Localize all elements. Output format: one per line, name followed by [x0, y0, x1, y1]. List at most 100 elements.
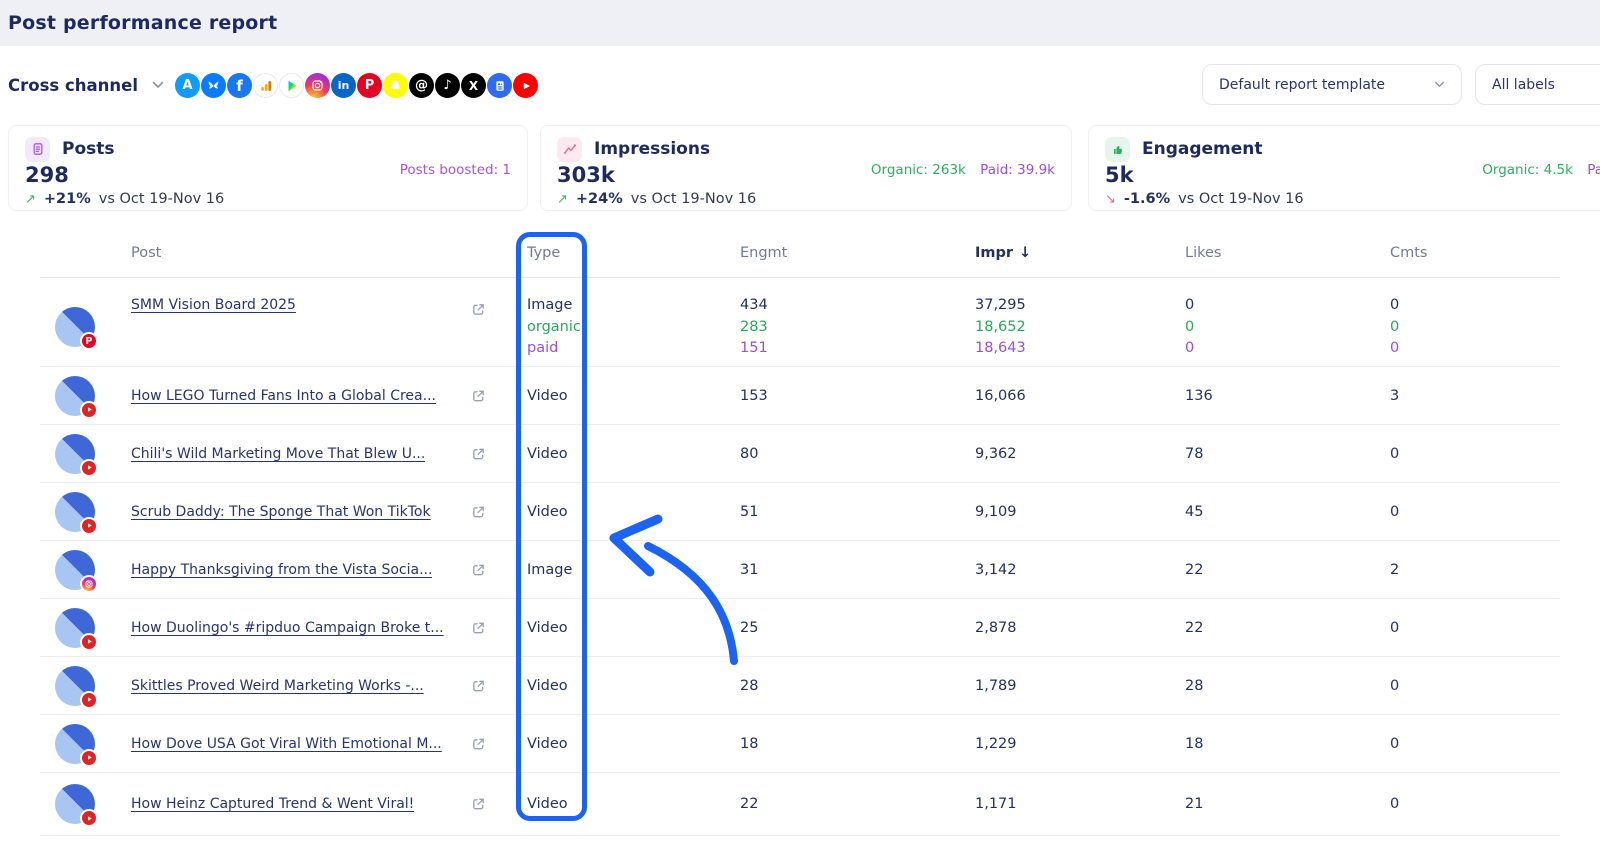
engagement-thumbs-up-icon [1105, 136, 1130, 162]
pinterest-icon[interactable]: P [357, 73, 382, 98]
column-header-likes[interactable]: Likes [1185, 244, 1222, 261]
column-header-cmts[interactable]: Cmts [1390, 244, 1428, 261]
labels-dropdown[interactable]: All labels [1475, 64, 1600, 105]
instagram-icon[interactable] [305, 73, 330, 98]
tiktok-icon[interactable]: ♪ [435, 73, 460, 98]
cross-channel-selector[interactable]: Cross channel [8, 62, 164, 108]
report-template-dropdown[interactable]: Default report template [1202, 64, 1462, 105]
impr-value: 1,171 [975, 796, 1017, 812]
impressions-stat-card: Impressions 303k Organic: 263k Paid: 39.… [540, 125, 1072, 211]
likes-value: 18 [1185, 735, 1204, 752]
avatar [55, 549, 98, 593]
impressions-paid-label: Paid: 39.9k [980, 162, 1055, 178]
posts-value: 298 [25, 163, 69, 187]
avatar [55, 784, 98, 827]
top-bar: Post performance report [0, 0, 1600, 46]
app-store-icon[interactable]: A [175, 73, 200, 98]
blog-icon[interactable] [487, 73, 512, 98]
avatar: P [55, 307, 98, 350]
post-link[interactable]: How Heinz Captured Trend & Went Viral! [131, 796, 415, 812]
trend-up-icon: ↗ [557, 191, 568, 207]
snapchat-icon[interactable] [383, 73, 408, 98]
posts-period: vs Oct 19-Nov 16 [98, 191, 225, 207]
post-type-paid: paid [527, 340, 559, 356]
bluesky-icon[interactable] [201, 73, 226, 98]
engagement-card-title: Engagement [1142, 139, 1263, 159]
threads-icon[interactable]: @ [409, 73, 434, 98]
facebook-icon[interactable]: f [227, 73, 252, 98]
chevron-down-icon [152, 81, 164, 88]
post-link[interactable]: Happy Thanksgiving from the Vista Socia.… [131, 561, 433, 578]
table-row: How Dove USA Got Viral With Emotional M.… [40, 715, 1560, 773]
youtube-badge-icon [80, 632, 98, 651]
posts-document-icon [25, 136, 50, 162]
report-template-value: Default report template [1219, 76, 1386, 93]
cmts-value: 0 [1390, 503, 1400, 520]
external-link-icon[interactable] [471, 388, 486, 403]
cmts-value: 3 [1390, 387, 1400, 404]
table-row: Chili's Wild Marketing Move That Blew U.… [40, 425, 1560, 483]
external-link-icon[interactable] [471, 797, 486, 812]
external-link-icon[interactable] [471, 446, 486, 461]
linkedin-icon[interactable]: in [331, 73, 356, 98]
table-row: Happy Thanksgiving from the Vista Socia.… [40, 541, 1560, 599]
column-header-impr[interactable]: Impr ↓ [975, 244, 1032, 261]
youtube-icon[interactable] [513, 73, 538, 98]
external-link-icon[interactable] [471, 620, 486, 635]
post-link[interactable]: Scrub Daddy: The Sponge That Won TikTok [131, 503, 431, 520]
likes-value: 22 [1185, 561, 1204, 578]
post-link[interactable]: Chili's Wild Marketing Move That Blew U.… [131, 445, 426, 462]
cmts-value: 2 [1390, 561, 1400, 578]
toolbar: Cross channel A f in P @ ♪ X Default rep… [0, 62, 1600, 108]
external-link-icon[interactable] [471, 504, 486, 519]
engmt-value: 25 [740, 619, 759, 636]
engagement-stat-card: Engagement 5k Organic: 4.5k Pa ↘ -1.6% v… [1088, 125, 1600, 211]
likes-value: 45 [1185, 503, 1204, 520]
external-link-icon[interactable] [471, 302, 486, 317]
table-row: How LEGO Turned Fans Into a Global Crea.… [40, 367, 1560, 425]
youtube-badge-icon [80, 400, 98, 419]
post-link[interactable]: SMM Vision Board 2025 [131, 297, 296, 313]
posts-boosted-label: Posts boosted: 1 [399, 162, 511, 178]
column-header-type[interactable]: Type [527, 244, 561, 261]
impressions-organic-label: Organic: 263k [870, 162, 966, 178]
table-row: How Duolingo's #ripduo Campaign Broke t.… [40, 599, 1560, 657]
youtube-badge-icon [80, 458, 98, 477]
engmt-value: 80 [740, 445, 759, 462]
impressions-value: 303k [557, 163, 615, 187]
post-link[interactable]: How Duolingo's #ripduo Campaign Broke t.… [131, 619, 444, 636]
impr-value: 9,109 [975, 503, 1017, 520]
likes-value: 21 [1185, 796, 1204, 812]
cmts-value: 0 [1390, 677, 1400, 694]
cmts-value: 0 [1390, 297, 1400, 313]
posts-card-title: Posts [62, 139, 115, 159]
channel-icons: A f in P @ ♪ X [175, 73, 538, 98]
avatar [55, 491, 98, 535]
cmts-value: 0 [1390, 619, 1400, 636]
column-header-engmt[interactable]: Engmt [740, 244, 788, 261]
engmt-value: 434 [740, 297, 768, 313]
sort-desc-icon: ↓ [1019, 244, 1032, 261]
x-icon[interactable]: X [461, 73, 486, 98]
post-type: Video [527, 503, 568, 520]
engagement-period: vs Oct 19-Nov 16 [1178, 191, 1304, 207]
post-link[interactable]: How Dove USA Got Viral With Emotional M.… [131, 735, 442, 752]
impr-value: 1,229 [975, 735, 1017, 752]
post-link[interactable]: Skittles Proved Weird Marketing Works -.… [131, 677, 424, 694]
external-link-icon[interactable] [471, 562, 486, 577]
google-play-icon[interactable] [279, 73, 304, 98]
impr-value: 1,789 [975, 677, 1017, 694]
external-link-icon[interactable] [471, 736, 486, 751]
engmt-value: 31 [740, 561, 759, 578]
cmts-value: 0 [1390, 735, 1400, 752]
impressions-breakdown: Organic: 263k Paid: 39.9k [871, 162, 1055, 178]
post-type: Image [527, 561, 573, 578]
instagram-badge-icon [80, 574, 98, 593]
column-header-post[interactable]: Post [131, 244, 162, 261]
post-type-organic: organic [527, 318, 581, 335]
external-link-icon[interactable] [471, 678, 486, 693]
likes-value: 0 [1185, 297, 1195, 313]
google-analytics-icon[interactable] [253, 73, 278, 98]
impr-value: 16,066 [975, 387, 1026, 404]
post-link[interactable]: How LEGO Turned Fans Into a Global Crea.… [131, 387, 436, 404]
